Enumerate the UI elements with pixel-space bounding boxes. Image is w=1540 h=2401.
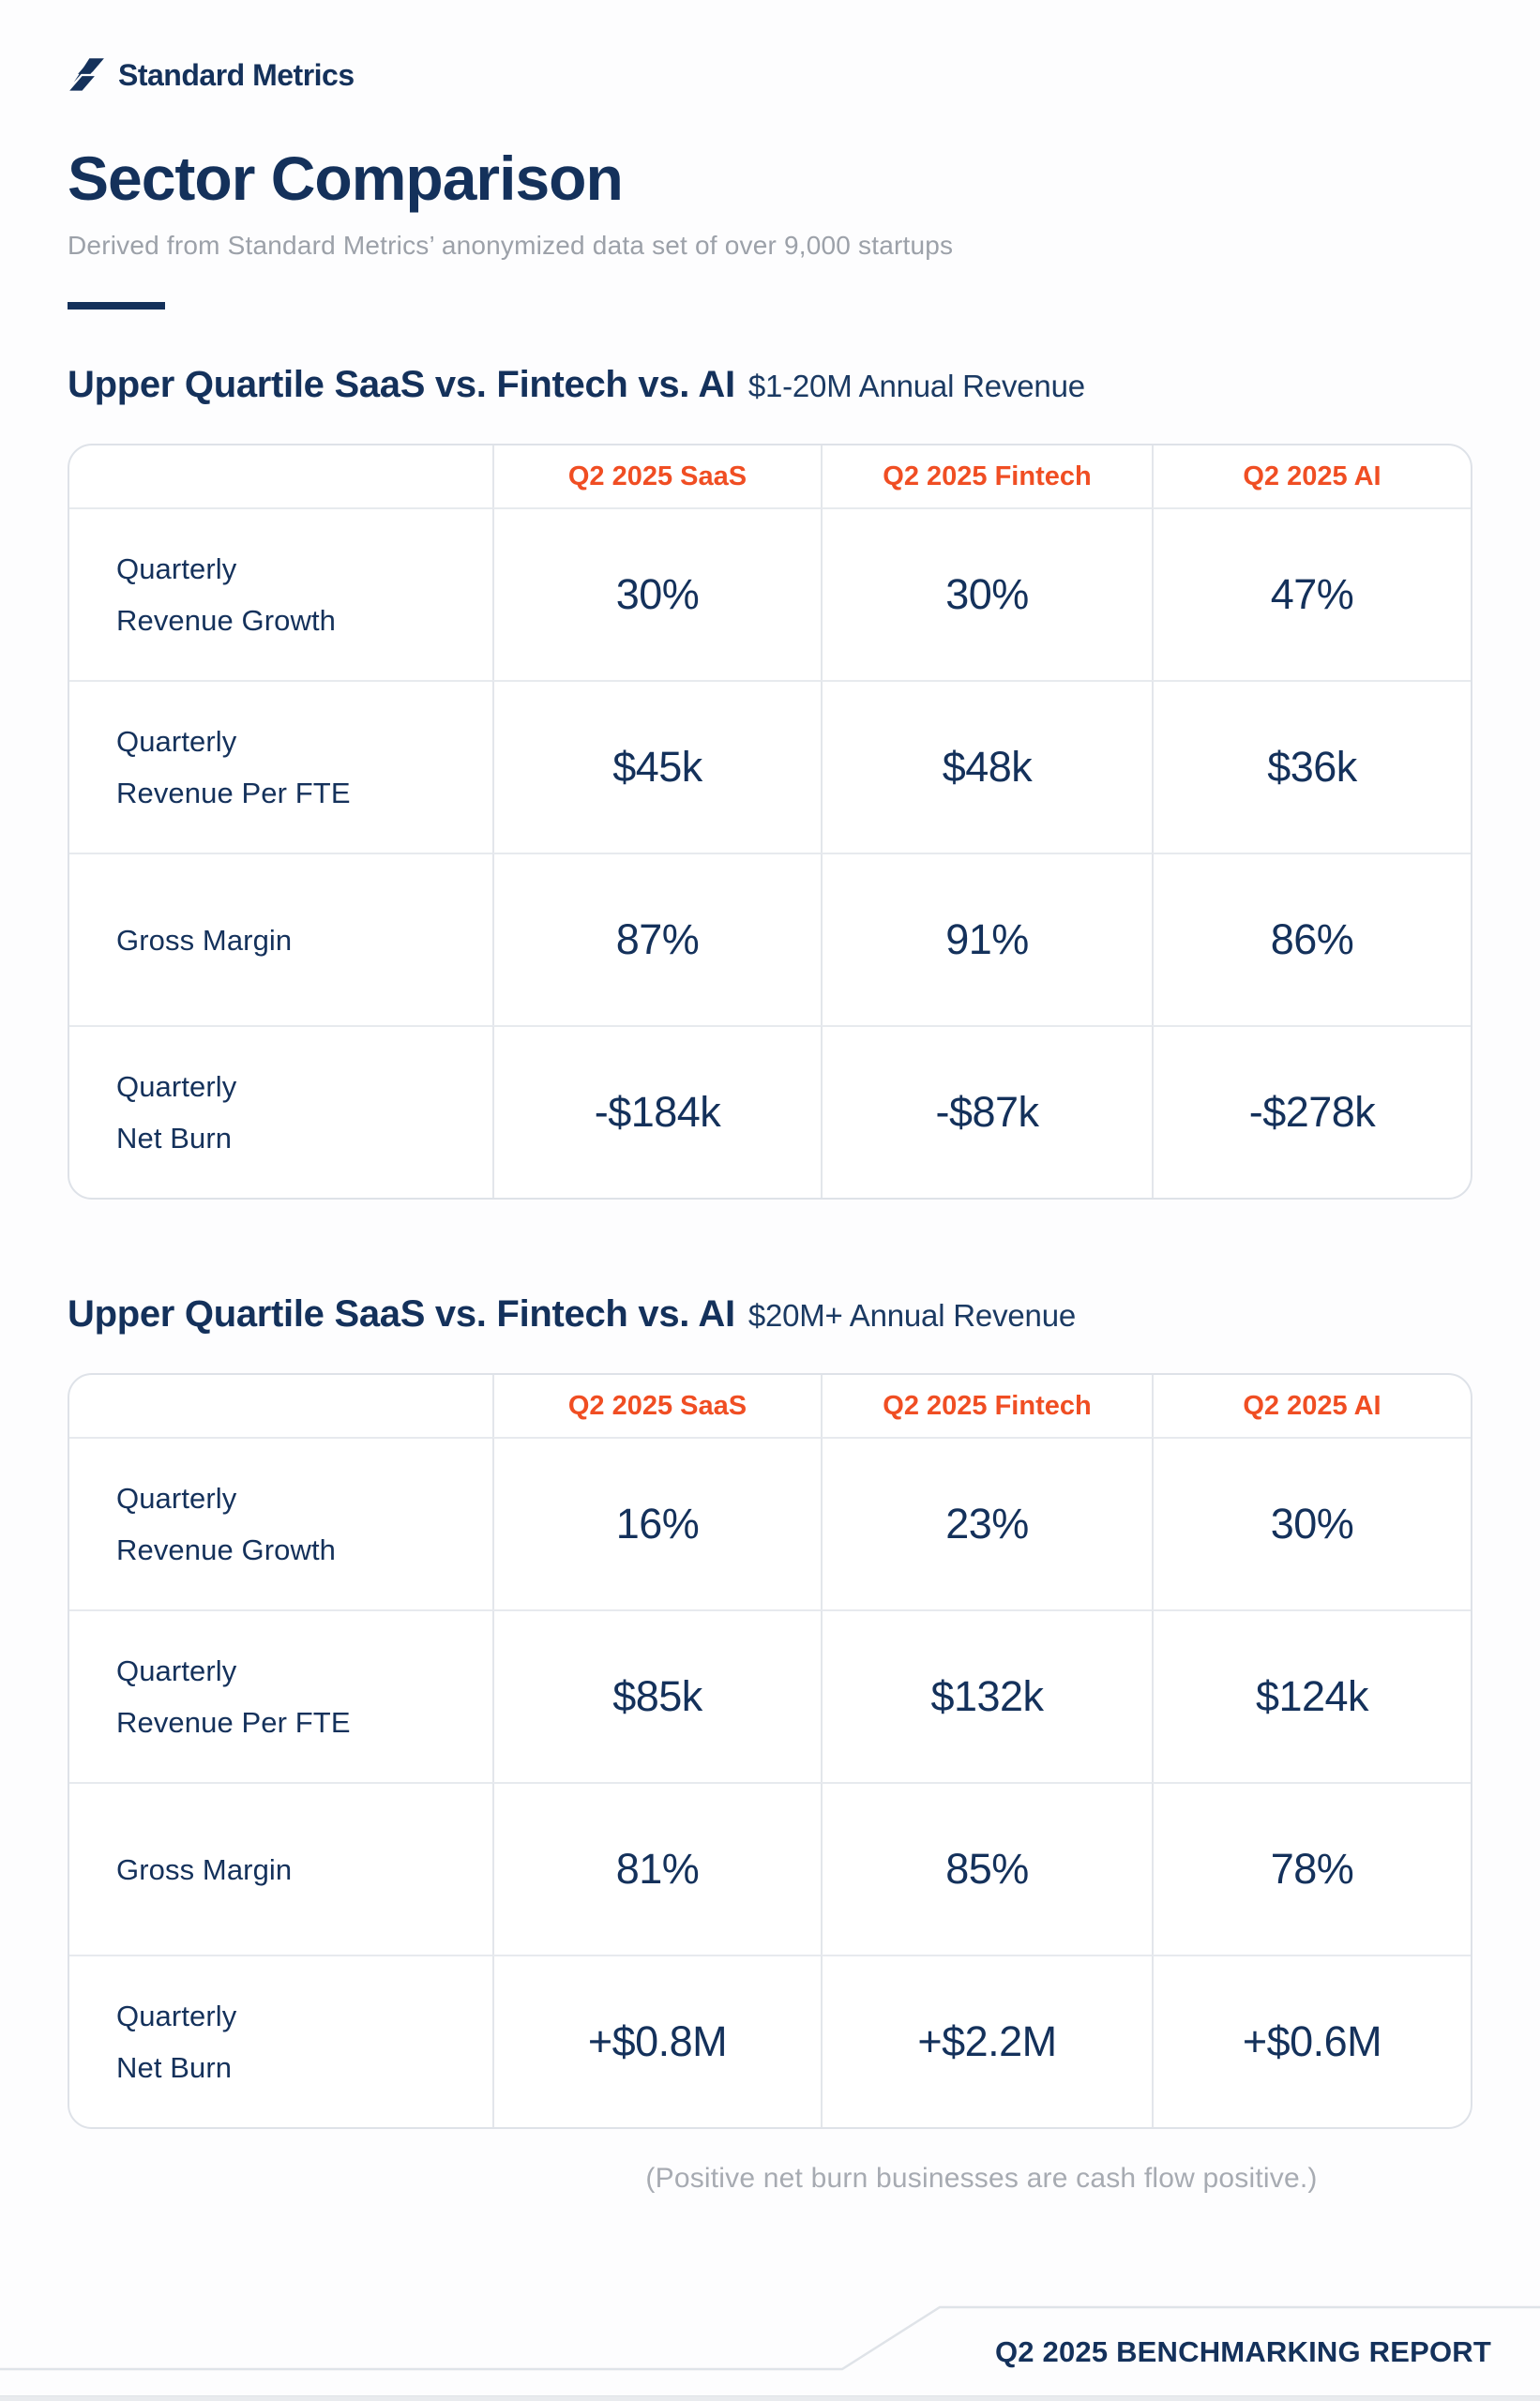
value-cell: -$87k — [821, 1025, 1152, 1198]
row-label-line: Quarterly — [116, 1654, 237, 1687]
column-header-saas: Q2 2025 SaaS — [492, 445, 821, 507]
value-cell: 86% — [1152, 853, 1471, 1025]
value-cell: -$278k — [1152, 1025, 1471, 1198]
row-label-line: Revenue Per FTE — [116, 777, 351, 809]
table-corner-cell — [69, 445, 492, 507]
column-header-fintech: Q2 2025 Fintech — [821, 445, 1152, 507]
column-header-saas: Q2 2025 SaaS — [492, 1375, 821, 1437]
value-cell: 30% — [821, 507, 1152, 680]
row-label-line: Quarterly — [116, 1482, 237, 1515]
value-cell: 47% — [1152, 507, 1471, 680]
value-cell: 85% — [821, 1782, 1152, 1955]
row-label-revenue-per-fte: Quarterly Revenue Per FTE — [69, 1609, 492, 1782]
column-header-ai: Q2 2025 AI — [1152, 1375, 1471, 1437]
sector-table-1-20m: Q2 2025 SaaS Q2 2025 Fintech Q2 2025 AI … — [68, 444, 1472, 1200]
section-1-revenue-band: $1-20M Annual Revenue — [747, 369, 1085, 403]
row-label-revenue-growth: Quarterly Revenue Growth — [69, 507, 492, 680]
value-cell: 16% — [492, 1437, 821, 1609]
sector-table-20m-plus: Q2 2025 SaaS Q2 2025 Fintech Q2 2025 AI … — [68, 1373, 1472, 2129]
value-cell: $124k — [1152, 1609, 1471, 1782]
section-1-title: Upper Quartile SaaS vs. Fintech vs. AI — [68, 364, 735, 405]
value-cell: +$0.8M — [492, 1955, 821, 2127]
value-cell: 23% — [821, 1437, 1152, 1609]
row-label-line: Quarterly — [116, 1070, 237, 1103]
row-label-line: Revenue Per FTE — [116, 1706, 351, 1739]
section-2-revenue-band: $20M+ Annual Revenue — [747, 1298, 1076, 1333]
title-underline-divider — [68, 302, 165, 310]
page-bottom-edge — [0, 2395, 1540, 2401]
value-cell: $45k — [492, 680, 821, 853]
value-cell: 81% — [492, 1782, 821, 1955]
net-burn-footnote: (Positive net burn businesses are cash f… — [645, 2163, 1318, 2194]
row-label-line: Quarterly — [116, 725, 237, 758]
column-header-fintech: Q2 2025 Fintech — [821, 1375, 1152, 1437]
column-header-ai: Q2 2025 AI — [1152, 445, 1471, 507]
row-label-revenue-growth: Quarterly Revenue Growth — [69, 1437, 492, 1609]
value-cell: $85k — [492, 1609, 821, 1782]
row-label-revenue-per-fte: Quarterly Revenue Per FTE — [69, 680, 492, 853]
value-cell: $36k — [1152, 680, 1471, 853]
row-label-net-burn: Quarterly Net Burn — [69, 1955, 492, 2127]
value-cell: +$2.2M — [821, 1955, 1152, 2127]
value-cell: $48k — [821, 680, 1152, 853]
value-cell: 78% — [1152, 1782, 1471, 1955]
value-cell: 30% — [492, 507, 821, 680]
row-label-line: Gross Margin — [116, 923, 293, 957]
value-cell: 30% — [1152, 1437, 1471, 1609]
brand-logo: Standard Metrics — [68, 0, 1472, 94]
footer-report-label: Q2 2025 BENCHMARKING REPORT — [994, 2335, 1491, 2368]
value-cell: 91% — [821, 853, 1152, 1025]
section-2-heading: Upper Quartile SaaS vs. Fintech vs. AI $2… — [68, 1293, 1472, 1336]
value-cell: 87% — [492, 853, 821, 1025]
row-label-gross-margin: Gross Margin — [69, 1782, 492, 1955]
footer-divider-line — [0, 2305, 1540, 2371]
row-label-line: Net Burn — [116, 1122, 233, 1155]
brand-name: Standard Metrics — [118, 57, 355, 92]
row-label-line: Net Burn — [116, 2051, 233, 2084]
row-label-line: Gross Margin — [116, 1852, 293, 1886]
value-cell: $132k — [821, 1609, 1152, 1782]
page-title: Sector Comparison — [68, 143, 624, 213]
standard-metrics-logo-icon — [69, 58, 104, 91]
page-subtitle: Derived from Standard Metrics’ anonymize… — [68, 231, 954, 260]
section-1-heading: Upper Quartile SaaS vs. Fintech vs. AI $1… — [68, 364, 1472, 406]
row-label-line: Revenue Growth — [116, 1533, 337, 1566]
section-2-title: Upper Quartile SaaS vs. Fintech vs. AI — [68, 1293, 735, 1335]
row-label-net-burn: Quarterly Net Burn — [69, 1025, 492, 1198]
value-cell: +$0.6M — [1152, 1955, 1471, 2127]
row-label-line: Quarterly — [116, 2000, 237, 2032]
row-label-line: Quarterly — [116, 552, 237, 585]
table-corner-cell — [69, 1375, 492, 1437]
value-cell: -$184k — [492, 1025, 821, 1198]
row-label-gross-margin: Gross Margin — [69, 853, 492, 1025]
row-label-line: Revenue Growth — [116, 604, 337, 637]
